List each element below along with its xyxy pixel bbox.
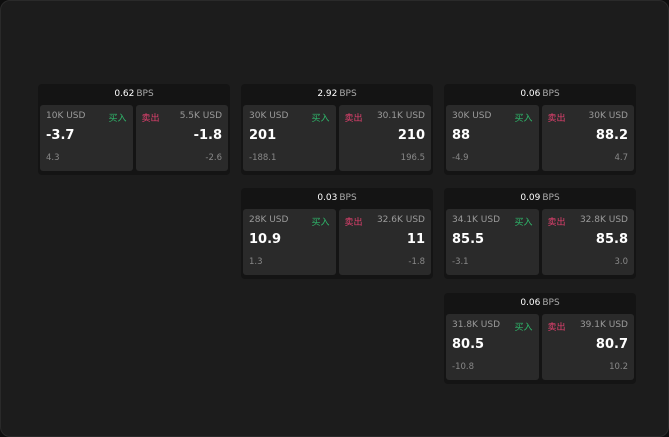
quote-card: 0.06 BPS 31.8K USD 买入 80.5 -10.8 卖出 39.1K… — [444, 293, 636, 384]
sell-price: 85.8 — [595, 232, 628, 247]
spread-value: 0.06 — [520, 89, 541, 99]
sell-panel[interactable]: 卖出 30K USD 88.2 4.7 — [541, 105, 634, 171]
spread-header: 0.06 BPS — [444, 293, 636, 314]
sell-price: -1.8 — [193, 128, 222, 143]
buy-panel[interactable]: 30K USD 买入 201 -188.1 — [243, 105, 336, 171]
sell-label[interactable]: 卖出 — [344, 114, 363, 124]
buy-price: 10.9 — [249, 232, 282, 247]
buy-change: 4.3 — [46, 153, 60, 163]
sell-panel[interactable]: 卖出 5.5K USD -1.8 -2.6 — [135, 105, 228, 171]
sell-change: 196.5 — [400, 153, 425, 163]
sell-price: 88.2 — [595, 128, 628, 143]
quote-card: 0.03 BPS 28K USD 买入 10.9 1.3 卖出 32.6K USD… — [241, 188, 433, 279]
buy-size: 28K USD — [249, 215, 289, 225]
sell-change: 3.0 — [614, 257, 628, 267]
buy-size: 30K USD — [249, 111, 289, 121]
sell-panel[interactable]: 卖出 32.6K USD 11 -1.8 — [338, 209, 431, 275]
quote-card: 2.92 BPS 30K USD 买入 201 -188.1 卖出 30.1K U… — [241, 84, 433, 175]
buy-price: 80.5 — [452, 337, 485, 352]
spread-value: 0.03 — [317, 193, 338, 203]
sell-price: 80.7 — [595, 337, 628, 352]
sell-size: 39.1K USD — [579, 320, 628, 330]
sell-size: 32.8K USD — [579, 215, 628, 225]
buy-label[interactable]: 买入 — [311, 114, 330, 124]
buy-size: 10K USD — [46, 111, 86, 121]
sell-change: -2.6 — [205, 153, 222, 163]
buy-price: 85.5 — [452, 232, 485, 247]
spread-value: 0.09 — [520, 193, 541, 203]
buy-price: 201 — [249, 128, 277, 143]
sell-panel[interactable]: 卖出 39.1K USD 80.7 10.2 — [541, 314, 634, 380]
sell-size: 30K USD — [588, 111, 628, 121]
buy-panel[interactable]: 31.8K USD 买入 80.5 -10.8 — [446, 314, 539, 380]
sell-size: 30.1K USD — [376, 111, 425, 121]
spread-value: 0.62 — [114, 89, 135, 99]
buy-size: 34.1K USD — [452, 215, 501, 225]
sell-panel[interactable]: 卖出 32.8K USD 85.8 3.0 — [541, 209, 634, 275]
buy-label[interactable]: 买入 — [311, 218, 330, 228]
sell-size: 5.5K USD — [179, 111, 222, 121]
buy-size: 31.8K USD — [452, 320, 501, 330]
sell-change: 4.7 — [614, 153, 628, 163]
spread-header: 0.06 BPS — [444, 84, 636, 105]
buy-change: -3.1 — [452, 257, 469, 267]
spread-unit: BPS — [542, 298, 560, 308]
spread-header: 0.62 BPS — [38, 84, 230, 105]
buy-change: -10.8 — [452, 362, 474, 372]
buy-label[interactable]: 买入 — [514, 323, 533, 333]
buy-panel[interactable]: 34.1K USD 买入 85.5 -3.1 — [446, 209, 539, 275]
sell-size: 32.6K USD — [376, 215, 425, 225]
buy-price: -3.7 — [46, 128, 75, 143]
spread-header: 0.03 BPS — [241, 188, 433, 209]
spread-header: 2.92 BPS — [241, 84, 433, 105]
spread-unit: BPS — [339, 89, 357, 99]
spread-unit: BPS — [542, 89, 560, 99]
buy-panel[interactable]: 10K USD 买入 -3.7 4.3 — [40, 105, 133, 171]
buy-panel[interactable]: 30K USD 买入 88 -4.9 — [446, 105, 539, 171]
sell-price: 210 — [397, 128, 425, 143]
spread-value: 2.92 — [317, 89, 338, 99]
buy-change: -188.1 — [249, 153, 277, 163]
quote-card: 0.62 BPS 10K USD 买入 -3.7 4.3 卖出 5.5K USD … — [38, 84, 230, 175]
buy-change: -4.9 — [452, 153, 469, 163]
sell-label[interactable]: 卖出 — [141, 114, 160, 124]
sell-label[interactable]: 卖出 — [547, 114, 566, 124]
quote-card: 0.06 BPS 30K USD 买入 88 -4.9 卖出 30K USD 88… — [444, 84, 636, 175]
spread-unit: BPS — [339, 193, 357, 203]
sell-change: -1.8 — [408, 257, 425, 267]
sell-label[interactable]: 卖出 — [547, 218, 566, 228]
sell-panel[interactable]: 卖出 30.1K USD 210 196.5 — [338, 105, 431, 171]
buy-label[interactable]: 买入 — [514, 218, 533, 228]
sell-label[interactable]: 卖出 — [344, 218, 363, 228]
buy-label[interactable]: 买入 — [108, 114, 127, 124]
spread-unit: BPS — [136, 89, 154, 99]
buy-change: 1.3 — [249, 257, 263, 267]
buy-size: 30K USD — [452, 111, 492, 121]
sell-change: 10.2 — [609, 362, 628, 372]
spread-value: 0.06 — [520, 298, 541, 308]
quote-card: 0.09 BPS 34.1K USD 买入 85.5 -3.1 卖出 32.8K … — [444, 188, 636, 279]
spread-unit: BPS — [542, 193, 560, 203]
sell-price: 11 — [406, 232, 425, 247]
sell-label[interactable]: 卖出 — [547, 323, 566, 333]
buy-panel[interactable]: 28K USD 买入 10.9 1.3 — [243, 209, 336, 275]
buy-price: 88 — [452, 128, 471, 143]
buy-label[interactable]: 买入 — [514, 114, 533, 124]
spread-header: 0.09 BPS — [444, 188, 636, 209]
